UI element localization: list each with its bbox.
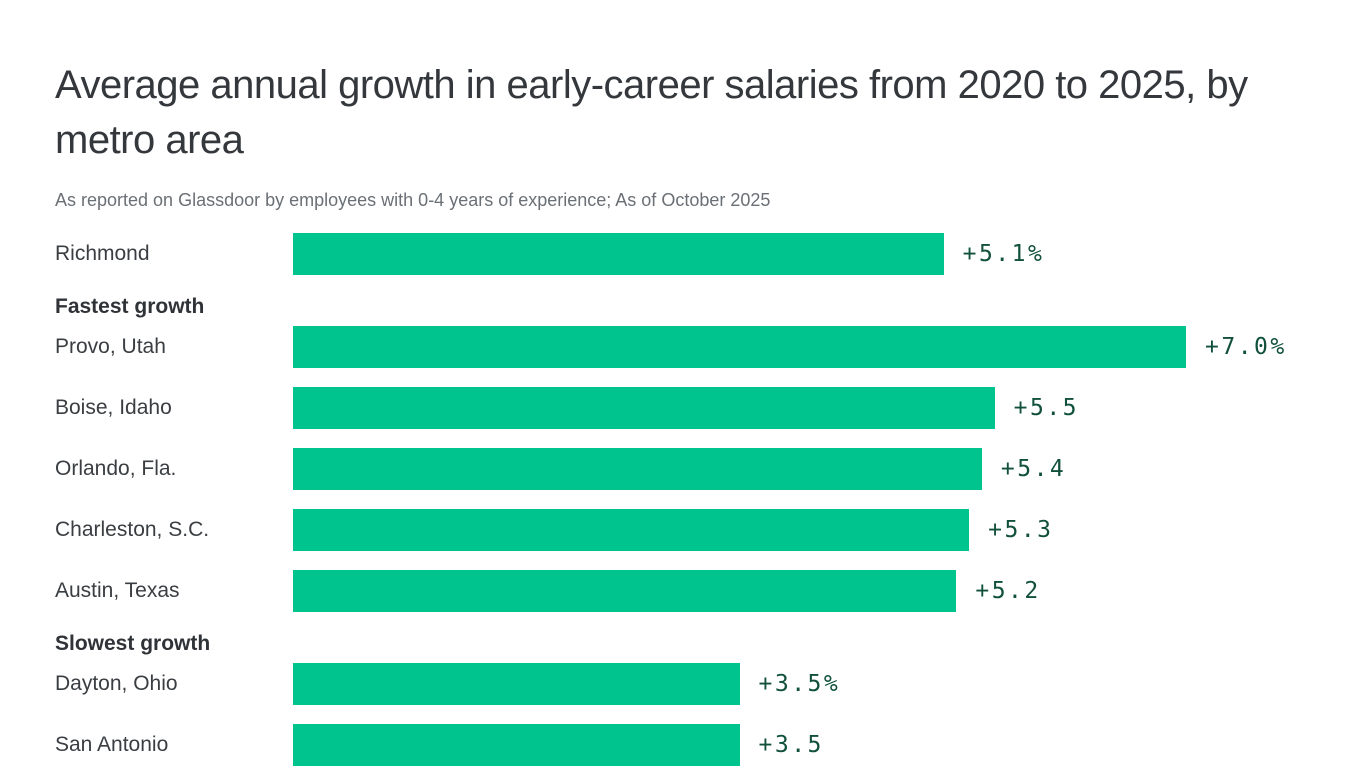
value-label: +3.5 bbox=[758, 732, 824, 758]
bar-row-san-antonio: San Antonio +3.5 bbox=[55, 724, 1366, 766]
bar bbox=[293, 326, 1186, 368]
value-label: +5.4 bbox=[1000, 456, 1067, 482]
bar bbox=[293, 570, 957, 612]
bar bbox=[293, 509, 970, 551]
category-label: San Antonio bbox=[55, 733, 169, 756]
bar-row-charleston: Charleston, S.C. +5.3 bbox=[55, 509, 1366, 551]
bar bbox=[293, 387, 995, 429]
bar-row-boise: Boise, Idaho +5.5 bbox=[55, 387, 1366, 429]
value-label: +7.0% bbox=[1205, 334, 1287, 360]
bar bbox=[293, 448, 982, 490]
bar-row-austin: Austin, Texas +5.2 bbox=[55, 570, 1366, 612]
bar-chart: Richmond +5.1% Fastest growth Provo, Uta… bbox=[55, 233, 1366, 768]
bar-row-orlando: Orlando, Fla. +5.4 bbox=[55, 448, 1366, 490]
section-header-slowest-growth: Slowest growth bbox=[55, 632, 211, 655]
value-label: +5.3 bbox=[988, 517, 1054, 543]
category-label: Austin, Texas bbox=[55, 579, 180, 602]
chart-subtitle: As reported on Glassdoor by employees wi… bbox=[55, 190, 771, 210]
category-label: Provo, Utah bbox=[55, 335, 166, 358]
category-label: Dayton, Ohio bbox=[55, 672, 178, 695]
category-label: Richmond bbox=[55, 242, 150, 265]
value-label: +5.2 bbox=[975, 578, 1041, 604]
bar bbox=[293, 724, 740, 766]
category-label: Charleston, S.C. bbox=[55, 518, 210, 541]
chart-title: Average annual growth in early-career sa… bbox=[55, 63, 1248, 162]
bar-row-dayton: Dayton, Ohio +3.5% bbox=[55, 663, 1366, 705]
bar bbox=[293, 233, 944, 275]
category-label: Boise, Idaho bbox=[55, 396, 172, 419]
value-label: +3.5% bbox=[758, 671, 841, 697]
category-label: Orlando, Fla. bbox=[55, 457, 177, 480]
value-label: +5.1% bbox=[962, 241, 1045, 267]
bar-row-provo: Provo, Utah +7.0% bbox=[55, 326, 1366, 368]
bar-row-richmond: Richmond +5.1% bbox=[55, 233, 1366, 275]
value-label: +5.5 bbox=[1013, 395, 1080, 421]
section-header-fastest-growth: Fastest growth bbox=[55, 295, 205, 318]
bar bbox=[293, 663, 740, 705]
